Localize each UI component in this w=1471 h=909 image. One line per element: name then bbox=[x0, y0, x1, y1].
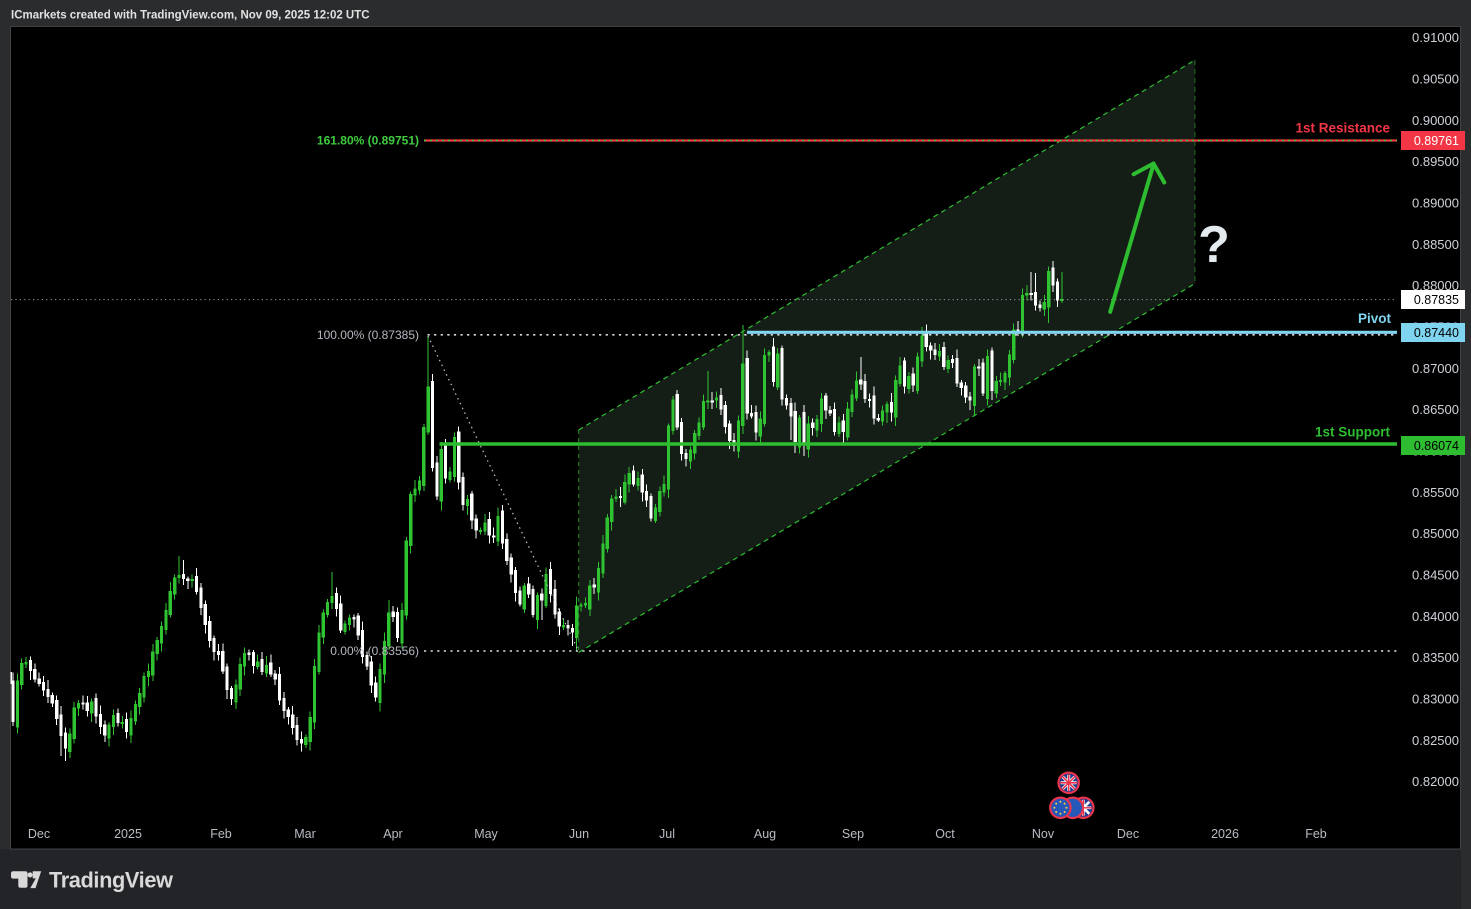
svg-text:ICmarkets created with Trading: ICmarkets created with TradingView.com, … bbox=[11, 10, 370, 22]
svg-text:Jun: Jun bbox=[569, 827, 589, 841]
svg-text:0.83000: 0.83000 bbox=[1412, 692, 1459, 707]
svg-text:0.90500: 0.90500 bbox=[1412, 72, 1459, 87]
svg-text:Oct: Oct bbox=[935, 827, 955, 841]
svg-text:0.89761: 0.89761 bbox=[1414, 134, 1459, 148]
svg-text:TradingView: TradingView bbox=[49, 868, 173, 893]
svg-text:100.00% (0.87385): 100.00% (0.87385) bbox=[317, 328, 419, 342]
svg-text:2026: 2026 bbox=[1211, 827, 1239, 841]
svg-text:0.87835: 0.87835 bbox=[1414, 293, 1459, 307]
svg-text:0.83500: 0.83500 bbox=[1412, 650, 1459, 665]
svg-text:1st Resistance: 1st Resistance bbox=[1295, 121, 1390, 136]
svg-text:Sep: Sep bbox=[842, 827, 864, 841]
svg-text:161.80% (0.89751): 161.80% (0.89751) bbox=[317, 134, 419, 148]
svg-text:Pivot: Pivot bbox=[1358, 311, 1392, 326]
svg-text:0.86500: 0.86500 bbox=[1412, 402, 1459, 417]
svg-text:?: ? bbox=[1198, 216, 1230, 274]
svg-text:Nov: Nov bbox=[1032, 827, 1055, 841]
svg-text:Jul: Jul bbox=[659, 827, 675, 841]
svg-text:0.89500: 0.89500 bbox=[1412, 154, 1459, 169]
svg-text:Apr: Apr bbox=[383, 827, 402, 841]
svg-text:0.85500: 0.85500 bbox=[1412, 485, 1459, 500]
svg-text:0.82000: 0.82000 bbox=[1412, 774, 1459, 789]
svg-text:1st Support: 1st Support bbox=[1315, 425, 1391, 440]
svg-text:0.88500: 0.88500 bbox=[1412, 237, 1459, 252]
svg-text:0.87000: 0.87000 bbox=[1412, 361, 1459, 376]
svg-text:0.85000: 0.85000 bbox=[1412, 526, 1459, 541]
svg-text:0.89000: 0.89000 bbox=[1412, 196, 1459, 211]
svg-text:0.90000: 0.90000 bbox=[1412, 113, 1459, 128]
svg-text:0.84000: 0.84000 bbox=[1412, 609, 1459, 624]
svg-text:0.86074: 0.86074 bbox=[1414, 439, 1459, 453]
svg-text:0.84500: 0.84500 bbox=[1412, 568, 1459, 583]
svg-text:Mar: Mar bbox=[294, 827, 316, 841]
svg-text:Feb: Feb bbox=[1305, 827, 1327, 841]
svg-text:Dec: Dec bbox=[1117, 827, 1139, 841]
svg-text:2025: 2025 bbox=[114, 827, 142, 841]
svg-text:0.88000: 0.88000 bbox=[1412, 278, 1459, 293]
svg-text:0.91000: 0.91000 bbox=[1412, 30, 1459, 45]
svg-text:0.87440: 0.87440 bbox=[1414, 326, 1459, 340]
svg-text:Aug: Aug bbox=[754, 827, 776, 841]
svg-text:Dec: Dec bbox=[28, 827, 50, 841]
svg-text:Feb: Feb bbox=[210, 827, 232, 841]
svg-text:May: May bbox=[474, 827, 498, 841]
svg-text:0.82500: 0.82500 bbox=[1412, 733, 1459, 748]
svg-text:0.00% (0.83556): 0.00% (0.83556) bbox=[330, 644, 419, 658]
